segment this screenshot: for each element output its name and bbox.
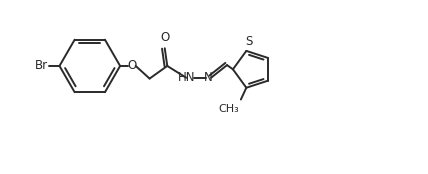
Text: CH₃: CH₃ [218,104,239,114]
Text: HN: HN [178,71,195,84]
Text: O: O [160,31,169,44]
Text: S: S [245,35,253,48]
Text: N: N [204,71,212,84]
Text: O: O [127,60,137,72]
Text: Br: Br [35,60,48,72]
